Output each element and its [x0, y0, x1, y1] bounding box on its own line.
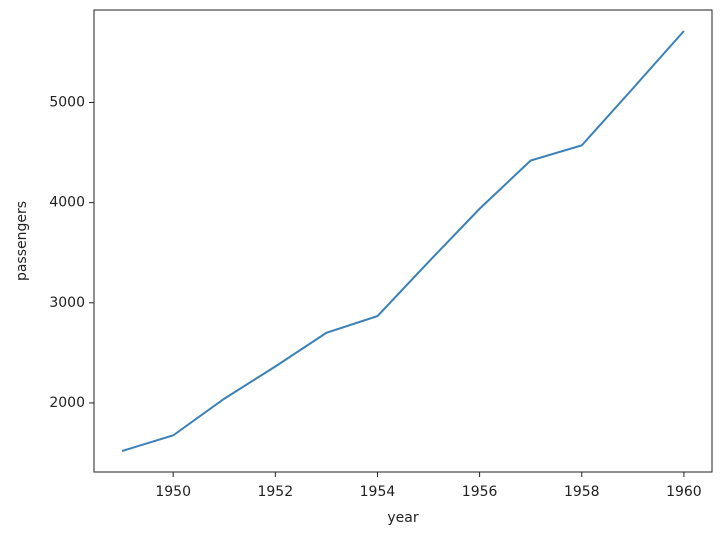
x-tick-label: 1960 [666, 484, 702, 500]
y-tick-label: 2000 [49, 395, 85, 411]
x-tick-label: 1952 [257, 484, 293, 500]
x-tick-label: 1956 [462, 484, 498, 500]
y-axis-label: passengers [14, 201, 30, 281]
x-tick-label: 1958 [564, 484, 600, 500]
y-tick-label: 5000 [49, 95, 85, 111]
y-tick-label: 4000 [49, 195, 85, 211]
axes-frame [93, 9, 713, 473]
data-line [121, 30, 685, 452]
x-tick-label: 1954 [360, 484, 396, 500]
y-tick-label: 3000 [49, 295, 85, 311]
x-axis-label: year [387, 510, 418, 526]
x-tick-label: 1950 [155, 484, 191, 500]
